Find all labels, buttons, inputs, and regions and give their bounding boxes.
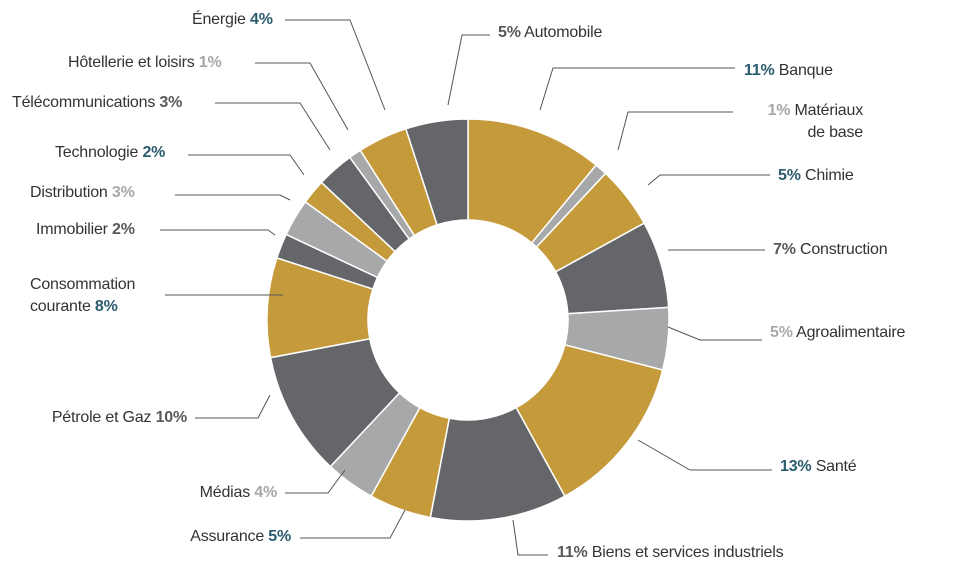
category-label: Pétrole et Gaz bbox=[51, 409, 152, 426]
segment-label: Hôtellerie et loisirs 1% bbox=[68, 52, 222, 74]
donut-segment bbox=[404, 118, 469, 226]
category-label: Santé bbox=[815, 458, 857, 475]
segment-label: 5% Agroalimentaire bbox=[770, 322, 905, 344]
segment-label: Énergie 4% bbox=[192, 9, 273, 31]
category-label: Immobilier bbox=[36, 221, 108, 238]
category-label: Médias bbox=[199, 484, 251, 501]
leader-line bbox=[300, 509, 406, 539]
leader-line bbox=[637, 439, 772, 471]
segment-label: 1% Matériaux de base bbox=[767, 100, 864, 144]
category-label: Matériaux de base bbox=[794, 102, 864, 141]
segment-label: Distribution 3% bbox=[30, 182, 135, 204]
percent-label: 5% bbox=[770, 324, 793, 341]
leader-line bbox=[512, 519, 548, 556]
segment-label: Médias 4% bbox=[199, 482, 278, 504]
percent-label: 4% bbox=[254, 484, 277, 501]
category-label: Chimie bbox=[804, 167, 854, 184]
percent-label: 4% bbox=[250, 11, 273, 28]
category-label: Technologie bbox=[55, 144, 139, 161]
percent-label: 11% bbox=[744, 62, 775, 79]
segment-label: Immobilier 2% bbox=[36, 219, 135, 241]
category-label: Automobile bbox=[524, 24, 603, 41]
category-label: Énergie bbox=[192, 11, 246, 28]
leader-line bbox=[285, 469, 346, 494]
category-label: Télécommunications bbox=[12, 94, 156, 111]
percent-label: 11% bbox=[557, 544, 588, 561]
percent-label: 2% bbox=[112, 221, 135, 238]
leader-line bbox=[667, 326, 762, 341]
percent-label: 1% bbox=[767, 102, 791, 119]
percent-label: 3% bbox=[159, 94, 183, 111]
category-label: Biens et services industriels bbox=[591, 544, 784, 561]
percent-label: 8% bbox=[94, 298, 118, 315]
category-label: Construction bbox=[799, 241, 888, 258]
segment-label: Assurance 5% bbox=[190, 526, 291, 548]
category-label: Agroalimentaire bbox=[796, 324, 906, 341]
percent-label: 7% bbox=[773, 241, 796, 258]
leader-line bbox=[647, 174, 770, 186]
segment-label: Technologie 2% bbox=[55, 142, 165, 164]
percent-label: 5% bbox=[268, 528, 291, 545]
category-label: Assurance bbox=[190, 528, 265, 545]
leader-line bbox=[617, 111, 733, 151]
leader-line bbox=[447, 34, 490, 106]
category-label: Consommation courante bbox=[30, 276, 136, 315]
leader-line bbox=[188, 154, 305, 176]
leader-line bbox=[539, 67, 735, 111]
leader-line bbox=[195, 394, 271, 419]
leader-line bbox=[255, 62, 349, 131]
percent-label: 5% bbox=[498, 24, 521, 41]
segment-label: 13% Santé bbox=[780, 456, 857, 478]
leader-line bbox=[175, 194, 291, 201]
percent-label: 10% bbox=[155, 409, 188, 426]
percent-label: 5% bbox=[778, 167, 801, 184]
percent-label: 13% bbox=[780, 458, 812, 475]
segment-label: Consommation courante 8% bbox=[30, 274, 135, 318]
leader-line bbox=[160, 229, 276, 236]
segment-label: 11% Biens et services industriels bbox=[557, 542, 784, 564]
segment-label: Télécommunications 3% bbox=[12, 92, 182, 114]
percent-label: 1% bbox=[198, 54, 222, 71]
segment-label: Pétrole et Gaz 10% bbox=[52, 407, 187, 429]
segment-label: 11% Banque bbox=[744, 60, 833, 82]
percent-label: 3% bbox=[111, 184, 135, 201]
category-label: Distribution bbox=[30, 184, 108, 201]
segment-label: 5% Automobile bbox=[498, 22, 602, 44]
segment-label: 7% Construction bbox=[773, 239, 888, 261]
leader-line bbox=[285, 19, 386, 111]
leader-line bbox=[215, 102, 331, 151]
percent-label: 2% bbox=[142, 144, 166, 161]
category-label: Banque bbox=[778, 62, 833, 79]
category-label: Hôtellerie et loisirs bbox=[68, 54, 195, 71]
segment-label: 5% Chimie bbox=[778, 165, 854, 187]
